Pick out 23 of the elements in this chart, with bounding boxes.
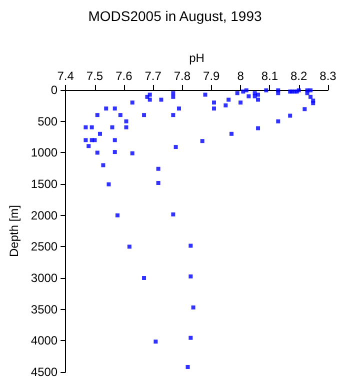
y-tick-label: 2000 — [30, 208, 58, 222]
x-tick-label: 7.4 — [57, 69, 74, 83]
y-tick-label: 0 — [50, 83, 58, 97]
x-tick-label: 7.5 — [86, 69, 104, 83]
x-tick-label: 7.9 — [203, 69, 220, 83]
y-axis-title: Depth [m] — [7, 204, 21, 258]
x-tick-label: 8.1 — [261, 69, 278, 83]
x-tick-label: 7.6 — [116, 69, 133, 83]
y-tick-label: 1500 — [30, 177, 58, 191]
chart-title: MODS2005 in August, 1993 — [88, 8, 262, 24]
x-tick-label: 7.7 — [144, 69, 162, 83]
y-tick-label: 3000 — [30, 271, 58, 285]
y-tick-label: 3500 — [30, 302, 58, 316]
y-tick-label: 500 — [38, 114, 58, 128]
x-axis-title: pH — [189, 51, 204, 65]
y-tick-label: 1000 — [30, 146, 58, 160]
x-tick-label: 8 — [237, 69, 244, 83]
x-tick-label: 8.3 — [320, 69, 337, 83]
y-tick-label: 4500 — [30, 365, 58, 379]
y-tick-label: 4000 — [30, 334, 58, 348]
y-tick-label: 2500 — [30, 240, 58, 254]
x-tick-label: 7.8 — [174, 69, 191, 83]
x-tick-label: 8.2 — [290, 69, 308, 83]
